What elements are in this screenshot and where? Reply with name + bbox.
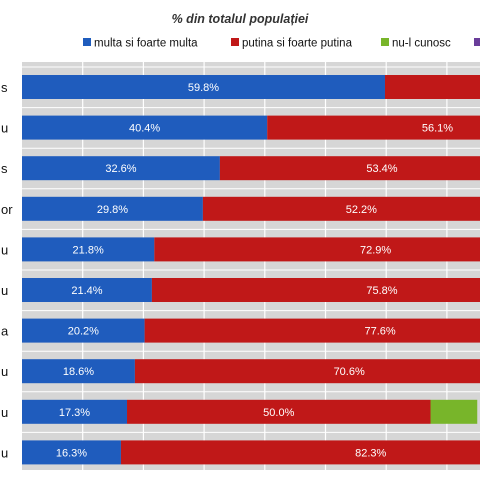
category-label: u [1, 121, 8, 136]
category-label: s [1, 161, 8, 176]
legend-item: putina si foarte putina [231, 38, 353, 50]
bar-segment [22, 359, 135, 384]
bar-segment [384, 75, 480, 99]
bar-segment [134, 359, 480, 384]
category-label: u [1, 364, 8, 379]
legend-swatch [474, 38, 480, 46]
bar-segment [202, 196, 480, 221]
legend-label: nu-l cunosc [392, 38, 451, 50]
bar-segment [22, 278, 152, 302]
bar-segment [22, 115, 268, 140]
data-label: 72.9% [360, 244, 391, 256]
legend-swatch [381, 38, 389, 46]
data-label: 21.8% [73, 244, 104, 256]
data-label: 21.4% [71, 285, 102, 297]
category-label: u [1, 283, 8, 298]
bar-segment [22, 156, 220, 181]
data-label: 16.3% [56, 447, 87, 459]
bar-segment [219, 156, 480, 181]
data-label: 40.4% [129, 123, 160, 135]
bar-segment [154, 237, 480, 262]
data-label: 56.1% [422, 123, 453, 135]
legend-label: putina si foarte putina [242, 38, 353, 50]
bar-segment [22, 399, 128, 424]
category-label: u [1, 445, 8, 460]
bar-segment [267, 115, 480, 140]
bar-segment [430, 399, 478, 424]
data-label: 75.8% [366, 285, 397, 297]
value-labels: 59.8% 40.4% 56.1% 32.6% 53.4% 29.8% 52.2% 21.8%… [56, 82, 453, 459]
data-label: 52.2% [346, 204, 377, 216]
legend-label: multa si foarte multa [94, 38, 198, 50]
data-label: 82.3% [355, 447, 386, 459]
data-label: 50.0% [263, 407, 294, 419]
bar-segment [144, 318, 480, 343]
data-label: 32.6% [105, 163, 136, 175]
bar-segment [22, 196, 203, 221]
legend-swatch [231, 38, 239, 46]
data-label: 70.6% [334, 366, 365, 378]
category-label: u [1, 405, 8, 420]
legend-item: multa si foarte multa [83, 38, 198, 50]
data-label: 29.8% [97, 204, 128, 216]
legend: multa si foarte multa putina si foarte pu… [83, 38, 480, 50]
bars [22, 75, 480, 465]
bar-segment [22, 440, 121, 465]
legend-item: nu-l cunosc [381, 38, 451, 50]
bar-segment [127, 399, 431, 424]
category-label: u [1, 242, 8, 257]
data-label: 17.3% [59, 407, 90, 419]
data-label: 77.6% [365, 326, 396, 338]
data-label: 18.6% [63, 366, 94, 378]
category-label: s [1, 80, 8, 95]
data-label: 20.2% [68, 326, 99, 338]
data-label: 59.8% [188, 82, 219, 94]
category-labels: s u s or u u a u u u [1, 80, 13, 460]
bar-segment [22, 318, 145, 343]
bar-segment [120, 440, 480, 465]
legend-swatch [83, 38, 91, 46]
bar-segment [22, 75, 385, 99]
category-label: or [1, 202, 13, 217]
bar-segment [151, 278, 480, 302]
category-label: a [1, 324, 9, 339]
legend-item [474, 38, 480, 46]
bar-segment [22, 237, 155, 262]
chart-title: % din totalul populației [172, 12, 309, 26]
data-label: 53.4% [366, 163, 397, 175]
